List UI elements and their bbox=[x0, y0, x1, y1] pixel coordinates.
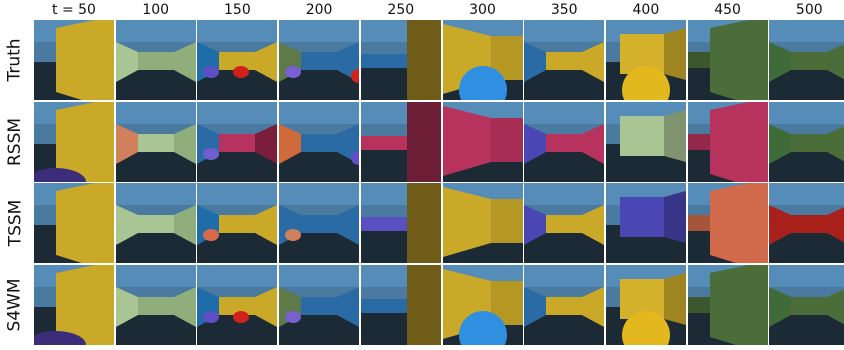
object-blob bbox=[351, 150, 360, 165]
column-header-2: 150 bbox=[224, 2, 251, 18]
frame-tssm-4 bbox=[360, 183, 441, 263]
frame-truth-8 bbox=[687, 20, 768, 100]
frame-s4wm-0 bbox=[34, 264, 114, 345]
object-blob bbox=[621, 310, 670, 345]
row-label-text: S4WM bbox=[5, 277, 25, 332]
frame-rssm-6 bbox=[524, 101, 605, 182]
column-header-3: 200 bbox=[305, 2, 333, 18]
column-header-6: 350 bbox=[550, 2, 578, 18]
frame-truth-7 bbox=[605, 20, 686, 100]
frame-s4wm-8 bbox=[687, 264, 768, 345]
frame-tssm-6 bbox=[524, 183, 605, 263]
column-header-9: 500 bbox=[795, 2, 823, 18]
frame-s4wm-6 bbox=[524, 264, 605, 345]
object-blob bbox=[285, 310, 302, 323]
object-blob bbox=[203, 310, 220, 323]
frame-rssm-2 bbox=[197, 101, 278, 182]
column-header-0: t = 50 bbox=[52, 2, 96, 18]
frame-s4wm-5 bbox=[442, 264, 523, 345]
object-blob bbox=[458, 310, 507, 345]
frame-truth-0 bbox=[34, 20, 114, 100]
frame-rssm-5 bbox=[442, 101, 523, 182]
object-blob bbox=[34, 167, 86, 182]
frame-tssm-7 bbox=[605, 183, 686, 263]
frame-rssm-4 bbox=[360, 101, 441, 182]
frame-truth-1 bbox=[115, 20, 196, 100]
object-blob bbox=[233, 310, 250, 323]
frame-tssm-8 bbox=[687, 183, 768, 263]
frame-s4wm-3 bbox=[279, 264, 360, 345]
frame-s4wm-1 bbox=[115, 264, 196, 345]
column-header-7: 400 bbox=[632, 2, 660, 18]
frame-truth-6 bbox=[524, 20, 605, 100]
object-blob bbox=[34, 330, 86, 345]
frame-rssm-3 bbox=[279, 101, 360, 182]
frame-rssm-0 bbox=[34, 101, 114, 182]
frame-tssm-9 bbox=[769, 183, 844, 263]
object-blob bbox=[285, 66, 302, 78]
object-blob bbox=[203, 147, 220, 160]
row-label-tssm: TSSM bbox=[0, 183, 30, 263]
frame-s4wm-9 bbox=[769, 264, 844, 345]
frame-tssm-2 bbox=[197, 183, 278, 263]
frame-rssm-9 bbox=[769, 101, 844, 182]
object-blob bbox=[458, 66, 507, 100]
frame-rssm-7 bbox=[605, 101, 686, 182]
object-blob bbox=[285, 229, 302, 241]
frame-truth-2 bbox=[197, 20, 278, 100]
frame-tssm-3 bbox=[279, 183, 360, 263]
object-blob bbox=[621, 66, 670, 100]
frame-tssm-5 bbox=[442, 183, 523, 263]
row-label-s4wm: S4WM bbox=[0, 265, 30, 345]
frame-s4wm-4 bbox=[360, 264, 441, 345]
frame-tssm-1 bbox=[115, 183, 196, 263]
row-label-text: Truth bbox=[5, 38, 25, 82]
frame-truth-3 bbox=[279, 20, 360, 100]
frame-s4wm-7 bbox=[605, 264, 686, 345]
object-blob bbox=[351, 69, 360, 83]
row-label-rssm: RSSM bbox=[0, 102, 30, 182]
frame-tssm-0 bbox=[34, 183, 114, 263]
object-blob bbox=[233, 66, 250, 78]
column-header-4: 250 bbox=[387, 2, 415, 18]
frame-s4wm-2 bbox=[197, 264, 278, 345]
frame-rssm-1 bbox=[115, 101, 196, 182]
frame-truth-5 bbox=[442, 20, 523, 100]
column-header-5: 300 bbox=[469, 2, 496, 18]
frame-truth-4 bbox=[360, 20, 441, 100]
frame-truth-9 bbox=[769, 20, 844, 100]
column-header-1: 100 bbox=[142, 2, 170, 18]
object-blob bbox=[203, 229, 220, 241]
row-label-text: TSSM bbox=[5, 199, 26, 247]
object-blob bbox=[203, 66, 220, 78]
column-header-8: 450 bbox=[714, 2, 741, 18]
row-label-text: RSSM bbox=[5, 117, 25, 166]
frame-rssm-8 bbox=[687, 101, 768, 182]
row-label-truth: Truth bbox=[0, 20, 30, 100]
